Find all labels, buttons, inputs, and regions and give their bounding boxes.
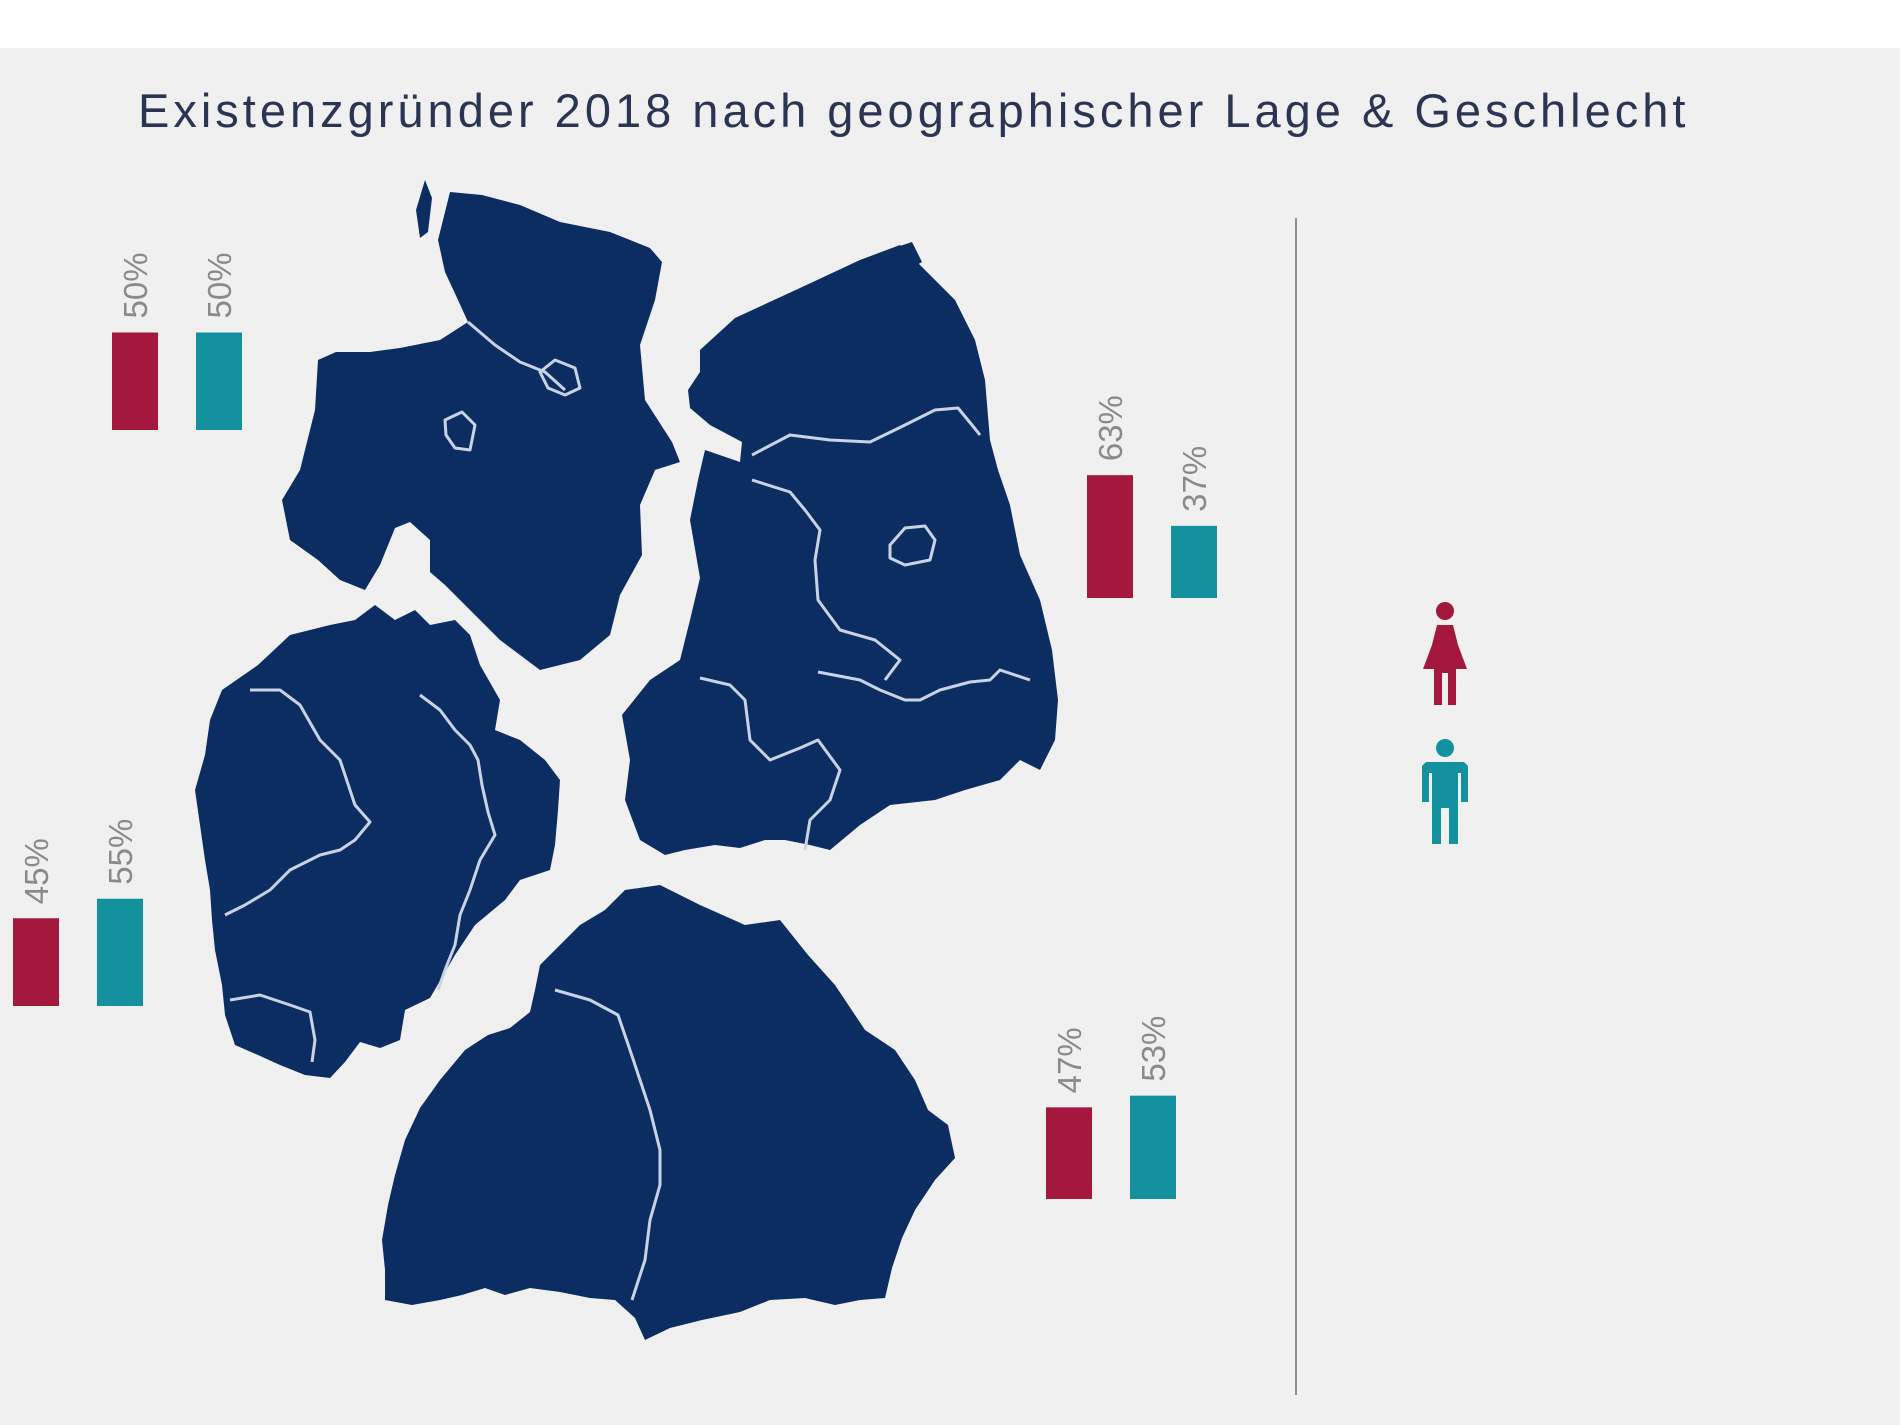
map-region-north [282, 180, 680, 670]
bar-south-female [1046, 1107, 1092, 1199]
border-saar [229, 993, 317, 1063]
border-nrw-he [419, 693, 497, 891]
border-bremen [443, 410, 477, 452]
label-south-female: 47% [1051, 1027, 1088, 1093]
label-south-male: 53% [1135, 1016, 1172, 1082]
label-east-male: 37% [1176, 446, 1213, 512]
bar-west-female [13, 918, 59, 1006]
border-he-rp [436, 889, 472, 991]
border-sh-ni [467, 320, 567, 392]
legend [1422, 602, 1468, 844]
bar-north-male [196, 332, 242, 430]
state-borders [224, 320, 1031, 1301]
bar-group-west: 45% 55% [13, 819, 143, 1006]
border-sn [817, 668, 1031, 702]
bar-south-male [1130, 1095, 1176, 1199]
bar-west-male [97, 898, 143, 1006]
label-west-male: 55% [102, 819, 139, 885]
region-east-shape [622, 245, 1058, 855]
map-region-west [195, 605, 560, 1078]
border-berlin [888, 524, 937, 567]
border-th [699, 676, 842, 851]
map-region-south [382, 885, 955, 1340]
male-icon [1422, 739, 1468, 844]
border-st-bb [751, 478, 902, 681]
map-region-east [622, 242, 1058, 855]
top-white-band [0, 0, 1900, 48]
region-south-shape [382, 885, 955, 1340]
bar-east-male [1171, 525, 1217, 598]
bar-group-east: 63% 37% [1087, 395, 1217, 598]
label-west-female: 45% [18, 838, 55, 904]
bar-north-female [112, 332, 158, 430]
border-nrw-rp [224, 688, 372, 917]
border-mv-bb [751, 406, 982, 457]
bar-east-female [1087, 475, 1133, 598]
region-west-shape [195, 605, 560, 1078]
female-icon [1423, 602, 1467, 705]
bar-group-north: 50% 50% [112, 252, 242, 430]
page-title: Existenzgründer 2018 nach geographischer… [138, 84, 1690, 138]
region-north-island [416, 180, 432, 238]
region-east-island [888, 242, 922, 272]
label-north-male: 50% [201, 252, 238, 318]
border-bw-by [554, 988, 662, 1301]
border-hamburg [538, 358, 582, 397]
label-east-female: 63% [1092, 395, 1129, 461]
bar-group-south: 47% 53% [1046, 1016, 1176, 1199]
region-bars: 50% 50% 63% 37% 45% 55% 47% 53% [13, 252, 1217, 1199]
label-north-female: 50% [117, 252, 154, 318]
region-north-shape [282, 192, 680, 670]
